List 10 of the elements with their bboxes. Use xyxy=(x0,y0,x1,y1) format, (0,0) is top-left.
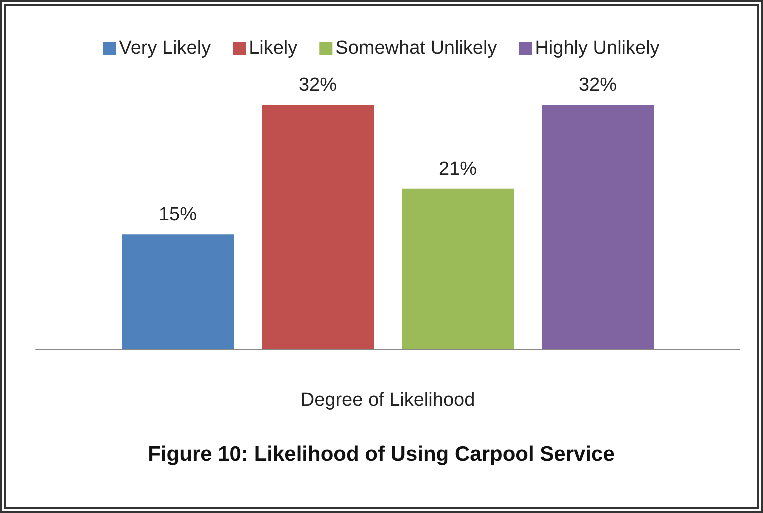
text: Figure 10: Likelihood of Using Carpool Service xyxy=(148,443,615,466)
data-label: 32% xyxy=(298,75,338,96)
data-label: 15% xyxy=(158,204,198,226)
x-axis-title: Degree of Likelihood xyxy=(300,390,476,411)
legend-label: Likely xyxy=(249,38,298,59)
legend-label: Very Likely xyxy=(119,38,212,59)
legend-label: Highly Unlikely xyxy=(535,38,660,59)
legend-label: Somewhat Unlikely xyxy=(336,38,498,59)
data-label: 32% xyxy=(578,75,618,96)
data-label: 21% xyxy=(438,158,478,180)
